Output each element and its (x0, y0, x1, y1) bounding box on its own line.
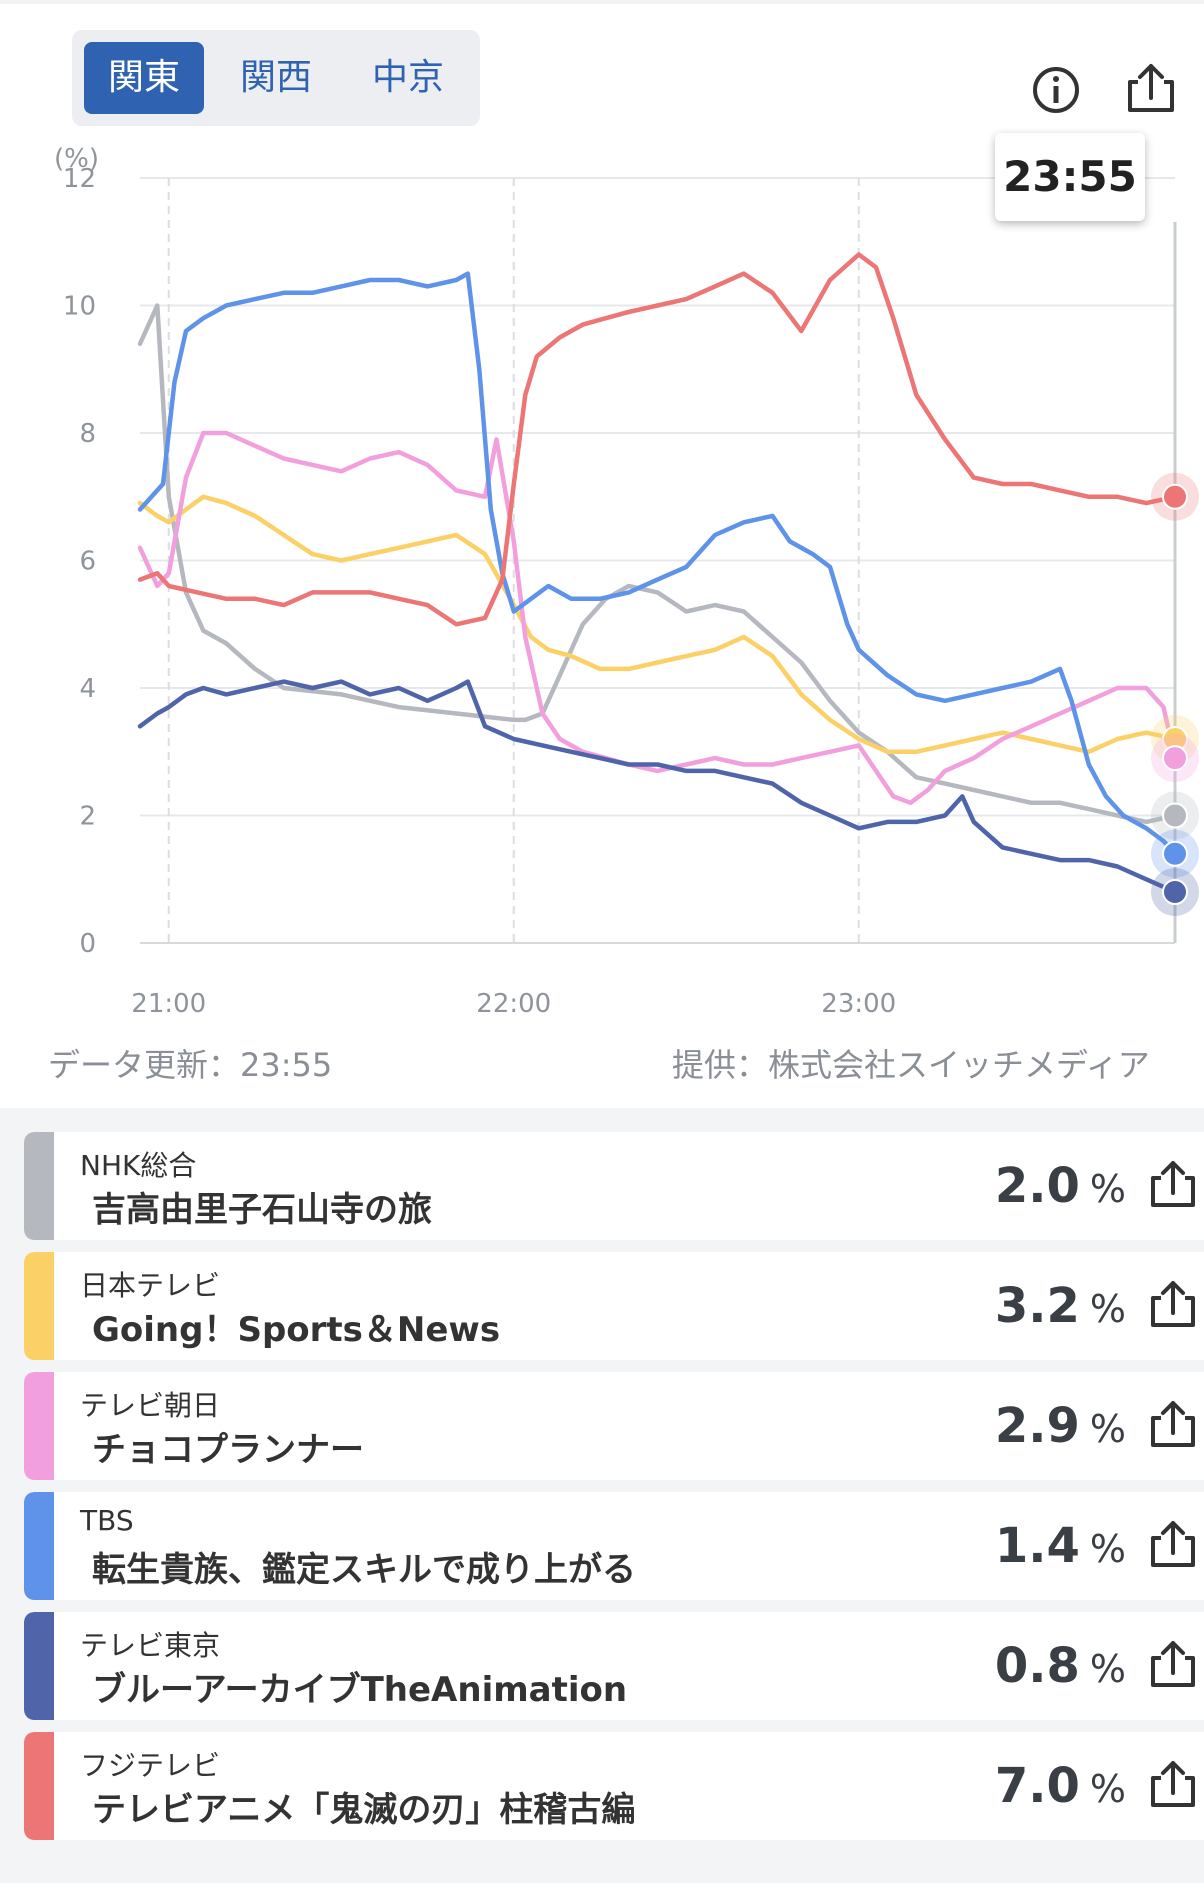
info-icon[interactable] (1030, 64, 1082, 116)
x-tick-label: 22:00 (476, 989, 551, 1019)
data-updated-label: データ更新：23:55 (48, 1046, 333, 1084)
channel-name: フジテレビ (80, 1749, 221, 1782)
y-tick-label: 2 (79, 802, 96, 832)
rating-value: 1.4% (994, 1518, 1126, 1574)
series-line (137, 303, 1178, 825)
y-tick-label: 10 (63, 292, 96, 322)
tab-kanto[interactable]: 関東 (84, 42, 204, 114)
x-tick-label: 23:00 (821, 989, 896, 1019)
list-item[interactable]: テレビ朝日 チョコプランナー 2.9% (24, 1372, 1204, 1480)
channel-name: TBS (80, 1504, 134, 1537)
rating-value: 3.2% (994, 1278, 1126, 1334)
rating-value: 2.0% (994, 1158, 1126, 1214)
share-icon[interactable] (1124, 60, 1178, 116)
series-line (137, 494, 1178, 755)
program-title: テレビアニメ「鬼滅の刃」柱稽古編 (92, 1790, 636, 1830)
y-tick-label: 8 (79, 419, 96, 449)
program-title: チョコプランナー (92, 1430, 364, 1470)
channel-color-bar (24, 1492, 54, 1600)
series-end-marker (1162, 802, 1188, 829)
share-icon[interactable] (1148, 1518, 1198, 1570)
share-icon[interactable] (1148, 1278, 1198, 1330)
channel-color-bar (24, 1132, 54, 1240)
channel-name: テレビ東京 (80, 1629, 221, 1662)
series-end-marker (1162, 483, 1188, 510)
series-line (137, 430, 1178, 806)
tab-kansai[interactable]: 関西 (239, 57, 312, 98)
y-tick-label: 12 (63, 164, 96, 194)
region-tabs: 関東 関西 中京 (72, 30, 480, 126)
rating-value: 2.9% (994, 1398, 1126, 1454)
y-tick-label: 4 (79, 674, 96, 704)
channel-color-bar (24, 1732, 54, 1840)
channel-name: 日本テレビ (80, 1269, 221, 1302)
tab-chukyo[interactable]: 中京 (371, 57, 444, 98)
series-line (137, 252, 1178, 627)
channel-name: テレビ朝日 (80, 1389, 221, 1422)
series-end-marker (1162, 745, 1188, 772)
rating-value: 0.8% (994, 1638, 1126, 1694)
series-end-marker (1162, 840, 1188, 867)
x-tick-label: 21:00 (131, 989, 206, 1019)
time-tooltip: 23:55 (995, 133, 1145, 221)
channel-color-bar (24, 1612, 54, 1720)
program-list: NHK総合 吉高由里子石山寺の旅 2.0% 日本テレビ Going！Sports… (0, 1108, 1204, 1883)
series-line (137, 271, 1178, 857)
share-icon[interactable] (1148, 1638, 1198, 1690)
program-title: 転生貴族、鑑定スキルで成り上がる (92, 1550, 636, 1590)
top-divider (0, 0, 1204, 4)
channel-name: NHK総合 (80, 1149, 197, 1182)
series-line (137, 679, 1178, 895)
share-icon[interactable] (1148, 1398, 1198, 1450)
rating-value: 7.0% (994, 1758, 1126, 1814)
list-item[interactable]: 日本テレビ Going！Sports＆News 3.2% (24, 1252, 1204, 1360)
list-item[interactable]: TBS 転生貴族、鑑定スキルで成り上がる 1.4% (24, 1492, 1204, 1600)
y-axis-unit: (%) (54, 144, 99, 174)
channel-color-bar (24, 1252, 54, 1360)
channel-color-bar (24, 1372, 54, 1480)
share-icon[interactable] (1148, 1758, 1198, 1810)
y-tick-label: 0 (79, 929, 96, 959)
ratings-line-chart: 0 2 4 6 8 10 12(%) 21:00 22:00 23:00 (54, 144, 1199, 1019)
program-title: Going！Sports＆News (92, 1310, 501, 1350)
list-item[interactable]: フジテレビ テレビアニメ「鬼滅の刃」柱稽古編 7.0% (24, 1732, 1204, 1840)
provider-label: 提供：株式会社スイッチメディア (672, 1046, 1150, 1084)
program-title: ブルーアーカイブTheAnimation (92, 1670, 628, 1710)
y-tick-label: 6 (79, 547, 96, 577)
series-end-marker (1162, 879, 1188, 905)
program-title: 吉高由里子石山寺の旅 (92, 1190, 432, 1230)
list-item[interactable]: NHK総合 吉高由里子石山寺の旅 2.0% (24, 1132, 1204, 1240)
share-icon[interactable] (1148, 1158, 1198, 1210)
list-item[interactable]: テレビ東京 ブルーアーカイブTheAnimation 0.8% (24, 1612, 1204, 1720)
